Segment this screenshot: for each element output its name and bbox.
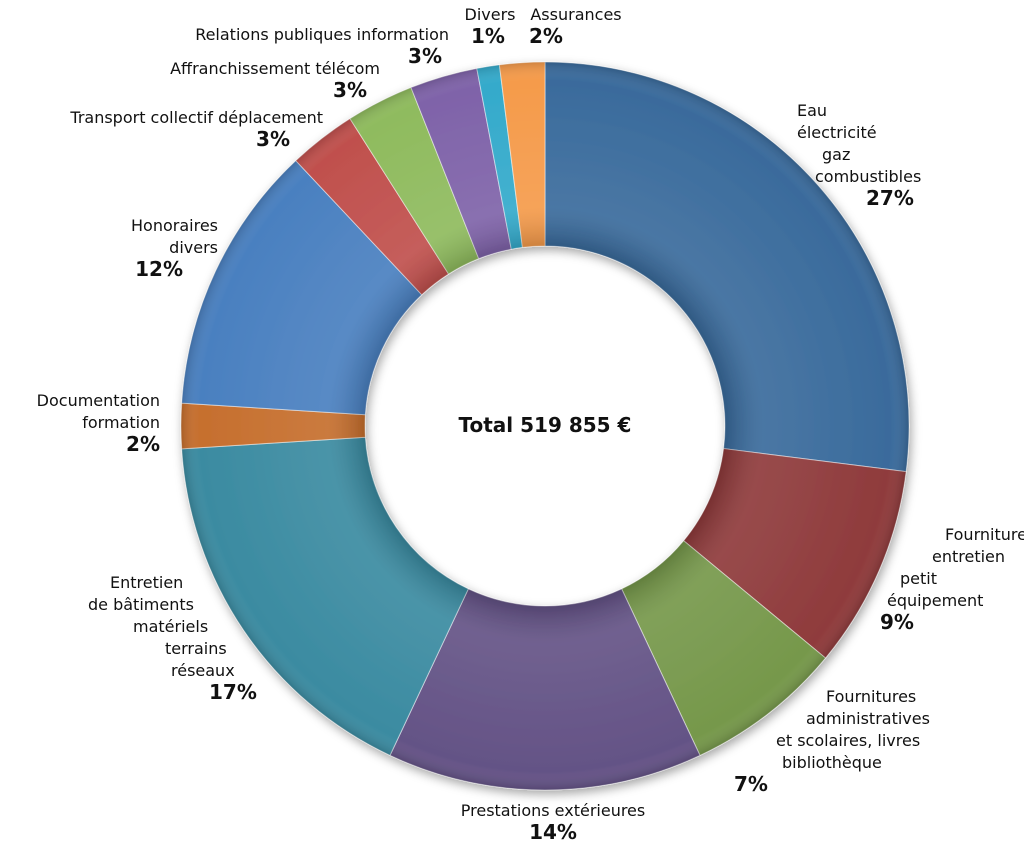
segment-label: Relations publiques information bbox=[195, 25, 449, 44]
center-label: Total 519 855 € bbox=[459, 413, 632, 437]
segment-label: Fourniture bbox=[945, 525, 1024, 544]
segment-label: bibliothèque bbox=[782, 753, 882, 772]
value-label: 27% bbox=[866, 186, 914, 210]
value-label: 7% bbox=[734, 772, 768, 796]
segment-label: Entretien bbox=[110, 573, 183, 592]
segment-label: électricité bbox=[797, 123, 877, 142]
segment-label: Prestations extérieures bbox=[461, 801, 645, 820]
segment-label: matériels bbox=[133, 617, 208, 636]
value-label: 3% bbox=[256, 127, 290, 151]
segment-label: Transport collectif déplacement bbox=[69, 108, 323, 127]
segment-label: Affranchissement télécom bbox=[170, 59, 380, 78]
segment-label: Documentation bbox=[37, 391, 160, 410]
value-label: 3% bbox=[408, 44, 442, 68]
segment-label: réseaux bbox=[171, 661, 235, 680]
value-label: 2% bbox=[529, 24, 563, 48]
segment-label: entretien bbox=[932, 547, 1005, 566]
segment-label: formation bbox=[82, 413, 160, 432]
segment-label: et scolaires, livres bbox=[776, 731, 920, 750]
segment-label: équipement bbox=[887, 591, 983, 610]
segment-label: terrains bbox=[165, 639, 227, 658]
value-label: 14% bbox=[529, 820, 577, 844]
segment-label: petit bbox=[900, 569, 937, 588]
segment-label: divers bbox=[169, 238, 218, 257]
segment-label: Assurances bbox=[530, 5, 621, 24]
value-label: 1% bbox=[471, 24, 505, 48]
segment-label: Eau bbox=[797, 101, 827, 120]
segment-label: gaz bbox=[822, 145, 850, 164]
value-label: 12% bbox=[135, 257, 183, 281]
value-label: 9% bbox=[880, 610, 914, 634]
segment-label: Divers bbox=[465, 5, 516, 24]
segment-label: Fournitures bbox=[826, 687, 916, 706]
value-label: 2% bbox=[126, 432, 160, 456]
segment-label: combustibles bbox=[815, 167, 921, 186]
value-label: 17% bbox=[209, 680, 257, 704]
segment-label: de bâtiments bbox=[88, 595, 194, 614]
segment-label: administratives bbox=[806, 709, 930, 728]
value-label: 3% bbox=[333, 78, 367, 102]
segment-label: Honoraires bbox=[131, 216, 218, 235]
